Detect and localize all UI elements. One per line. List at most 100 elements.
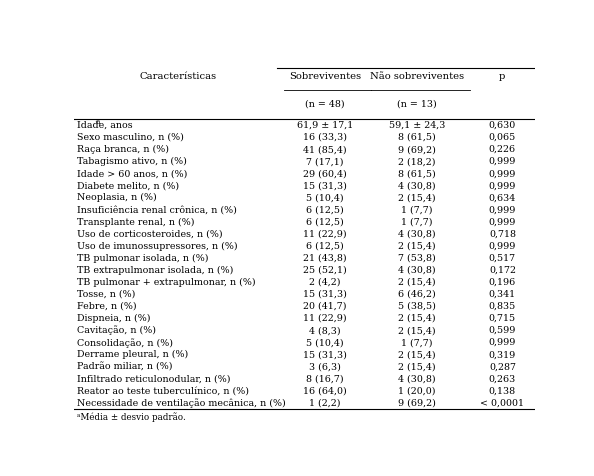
Text: 0,630: 0,630 bbox=[489, 121, 516, 130]
Text: 6 (12,5): 6 (12,5) bbox=[307, 242, 344, 250]
Text: 0,287: 0,287 bbox=[489, 362, 516, 371]
Text: 0,634: 0,634 bbox=[489, 193, 516, 202]
Text: 11 (22,9): 11 (22,9) bbox=[304, 229, 347, 238]
Text: 2 (18,2): 2 (18,2) bbox=[399, 157, 436, 166]
Text: 7 (53,8): 7 (53,8) bbox=[399, 254, 436, 263]
Text: 0,065: 0,065 bbox=[489, 133, 516, 142]
Text: 0,263: 0,263 bbox=[489, 374, 516, 383]
Text: TB pulmonar isolada, n (%): TB pulmonar isolada, n (%) bbox=[77, 254, 208, 263]
Text: a: a bbox=[96, 119, 100, 127]
Text: Raça branca, n (%): Raça branca, n (%) bbox=[77, 145, 169, 154]
Text: Consolidação, n (%): Consolidação, n (%) bbox=[77, 338, 172, 347]
Text: Não sobreviventes: Não sobreviventes bbox=[370, 72, 465, 81]
Text: 1 (20,0): 1 (20,0) bbox=[399, 387, 436, 396]
Text: (n = 13): (n = 13) bbox=[397, 99, 437, 109]
Text: 9 (69,2): 9 (69,2) bbox=[398, 398, 436, 407]
Text: 7 (17,1): 7 (17,1) bbox=[307, 157, 344, 166]
Text: Cavitação, n (%): Cavitação, n (%) bbox=[77, 326, 156, 336]
Text: 4 (30,8): 4 (30,8) bbox=[399, 266, 436, 275]
Text: Dispneia, n (%): Dispneia, n (%) bbox=[77, 314, 150, 323]
Text: 16 (33,3): 16 (33,3) bbox=[303, 133, 347, 142]
Text: 15 (31,3): 15 (31,3) bbox=[303, 350, 347, 359]
Text: Transplante renal, n (%): Transplante renal, n (%) bbox=[77, 218, 194, 227]
Text: 2 (15,4): 2 (15,4) bbox=[399, 193, 436, 202]
Text: 1 (7,7): 1 (7,7) bbox=[402, 218, 433, 227]
Text: 2 (15,4): 2 (15,4) bbox=[399, 242, 436, 250]
Text: 29 (60,4): 29 (60,4) bbox=[304, 169, 347, 178]
Text: Necessidade de ventilação mecânica, n (%): Necessidade de ventilação mecânica, n (%… bbox=[77, 398, 285, 408]
Text: Uso de corticosteroides, n (%): Uso de corticosteroides, n (%) bbox=[77, 229, 222, 238]
Text: Idade > 60 anos, n (%): Idade > 60 anos, n (%) bbox=[77, 169, 187, 178]
Text: TB extrapulmonar isolada, n (%): TB extrapulmonar isolada, n (%) bbox=[77, 266, 233, 275]
Text: 0,196: 0,196 bbox=[489, 278, 516, 287]
Text: Derrame pleural, n (%): Derrame pleural, n (%) bbox=[77, 350, 188, 359]
Text: Características: Características bbox=[139, 72, 216, 81]
Text: 3 (6,3): 3 (6,3) bbox=[309, 362, 341, 371]
Text: Sobreviventes: Sobreviventes bbox=[289, 72, 361, 81]
Text: Diabete melito, n (%): Diabete melito, n (%) bbox=[77, 181, 179, 190]
Text: 5 (10,4): 5 (10,4) bbox=[307, 338, 344, 347]
Text: Febre, n (%): Febre, n (%) bbox=[77, 302, 136, 311]
Text: < 0,0001: < 0,0001 bbox=[481, 398, 525, 407]
Text: 2 (4,2): 2 (4,2) bbox=[309, 278, 341, 287]
Text: 0,999: 0,999 bbox=[489, 157, 516, 166]
Text: 6 (12,5): 6 (12,5) bbox=[307, 218, 344, 227]
Text: Padrão miliar, n (%): Padrão miliar, n (%) bbox=[77, 362, 172, 371]
Text: 4 (8,3): 4 (8,3) bbox=[309, 326, 341, 335]
Text: 0,718: 0,718 bbox=[489, 229, 516, 238]
Text: 61,9 ± 17,1: 61,9 ± 17,1 bbox=[297, 121, 353, 130]
Text: 8 (16,7): 8 (16,7) bbox=[307, 374, 344, 383]
Text: 8 (61,5): 8 (61,5) bbox=[399, 133, 436, 142]
Text: 6 (46,2): 6 (46,2) bbox=[399, 290, 436, 299]
Text: (n = 48): (n = 48) bbox=[305, 99, 345, 109]
Text: 16 (64,0): 16 (64,0) bbox=[304, 387, 347, 396]
Text: 0,999: 0,999 bbox=[489, 206, 516, 214]
Text: 0,599: 0,599 bbox=[489, 326, 516, 335]
Text: 4 (30,8): 4 (30,8) bbox=[399, 181, 436, 190]
Text: 1 (7,7): 1 (7,7) bbox=[402, 206, 433, 214]
Text: 0,341: 0,341 bbox=[489, 290, 516, 299]
Text: Infiltrado reticulonodular, n (%): Infiltrado reticulonodular, n (%) bbox=[77, 374, 230, 383]
Text: Tabagismo ativo, n (%): Tabagismo ativo, n (%) bbox=[77, 157, 187, 166]
Text: Neoplasia, n (%): Neoplasia, n (%) bbox=[77, 193, 156, 202]
Text: Reator ao teste tuberculínico, n (%): Reator ao teste tuberculínico, n (%) bbox=[77, 387, 248, 396]
Text: 0,517: 0,517 bbox=[489, 254, 516, 263]
Text: 9 (69,2): 9 (69,2) bbox=[398, 145, 436, 154]
Text: 4 (30,8): 4 (30,8) bbox=[399, 374, 436, 383]
Text: p: p bbox=[499, 72, 505, 81]
Text: 15 (31,3): 15 (31,3) bbox=[303, 181, 347, 190]
Text: 8 (61,5): 8 (61,5) bbox=[399, 169, 436, 178]
Text: 0,999: 0,999 bbox=[489, 218, 516, 227]
Text: 11 (22,9): 11 (22,9) bbox=[304, 314, 347, 323]
Text: 2 (15,4): 2 (15,4) bbox=[399, 326, 436, 335]
Text: 2 (15,4): 2 (15,4) bbox=[399, 350, 436, 359]
Text: 0,715: 0,715 bbox=[489, 314, 516, 323]
Text: 0,999: 0,999 bbox=[489, 169, 516, 178]
Text: 21 (43,8): 21 (43,8) bbox=[304, 254, 347, 263]
Text: 1 (2,2): 1 (2,2) bbox=[309, 398, 341, 407]
Text: 0,319: 0,319 bbox=[489, 350, 516, 359]
Text: 0,835: 0,835 bbox=[489, 302, 516, 311]
Text: Tosse, n (%): Tosse, n (%) bbox=[77, 290, 135, 299]
Text: 0,999: 0,999 bbox=[489, 242, 516, 250]
Text: 59,1 ± 24,3: 59,1 ± 24,3 bbox=[389, 121, 446, 130]
Text: 0,172: 0,172 bbox=[489, 266, 516, 275]
Text: 0,999: 0,999 bbox=[489, 338, 516, 347]
Text: 0,999: 0,999 bbox=[489, 181, 516, 190]
Text: 25 (52,1): 25 (52,1) bbox=[304, 266, 347, 275]
Text: 2 (15,4): 2 (15,4) bbox=[399, 314, 436, 323]
Text: Sexo masculino, n (%): Sexo masculino, n (%) bbox=[77, 133, 184, 142]
Text: 5 (10,4): 5 (10,4) bbox=[307, 193, 344, 202]
Text: 20 (41,7): 20 (41,7) bbox=[304, 302, 347, 311]
Text: Uso de imunossupressores, n (%): Uso de imunossupressores, n (%) bbox=[77, 241, 237, 251]
Text: 0,226: 0,226 bbox=[489, 145, 516, 154]
Text: 4 (30,8): 4 (30,8) bbox=[399, 229, 436, 238]
Text: Idade, anos: Idade, anos bbox=[77, 121, 132, 130]
Text: TB pulmonar + extrapulmonar, n (%): TB pulmonar + extrapulmonar, n (%) bbox=[77, 278, 255, 287]
Text: 41 (85,4): 41 (85,4) bbox=[304, 145, 347, 154]
Text: ᵃMédia ± desvio padrão.: ᵃMédia ± desvio padrão. bbox=[77, 413, 185, 422]
Text: 5 (38,5): 5 (38,5) bbox=[398, 302, 436, 311]
Text: 15 (31,3): 15 (31,3) bbox=[303, 290, 347, 299]
Text: 6 (12,5): 6 (12,5) bbox=[307, 206, 344, 214]
Text: 1 (7,7): 1 (7,7) bbox=[402, 338, 433, 347]
